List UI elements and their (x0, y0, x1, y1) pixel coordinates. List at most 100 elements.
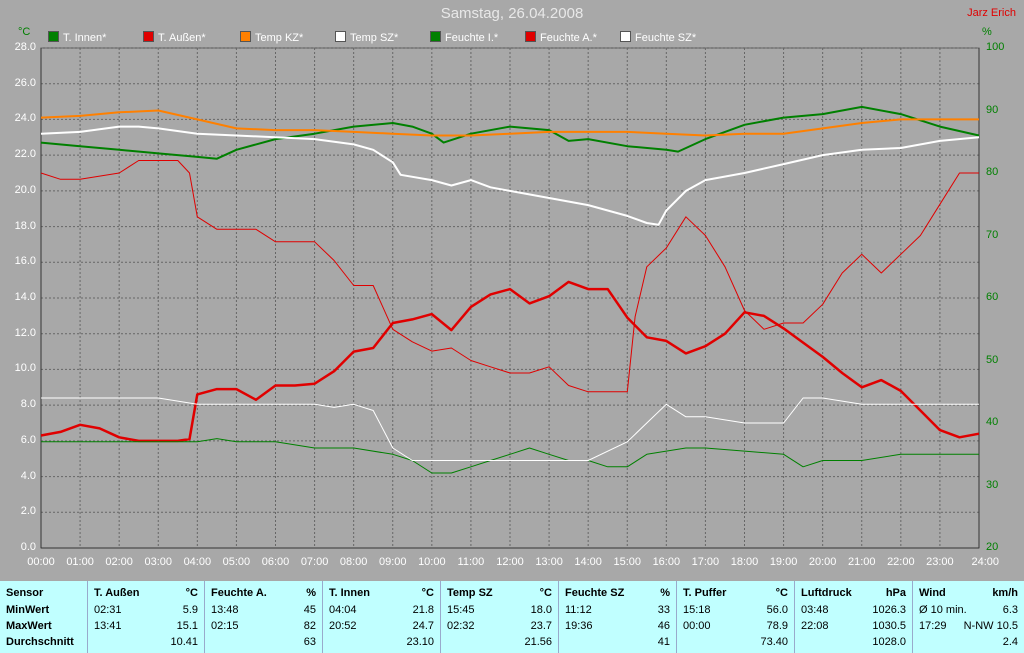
x-tick-label: 05:00 (222, 556, 251, 568)
y-tick-label: 2.0 (20, 505, 36, 518)
stats-cell-time: 11:12 (565, 604, 592, 616)
y-tick-label: 28.0 (14, 41, 36, 53)
stats-cell-row: 03:48 1026.3 (801, 604, 906, 616)
stats-cell-value: N-NW 10.5 (963, 620, 1018, 632)
legend-swatch (525, 31, 536, 42)
stats-cell-time: 15:45 (447, 604, 475, 616)
stats-cell-value: 15.1 (176, 620, 198, 632)
stats-cell-row: 02:32 23.7 (447, 620, 552, 632)
stats-cell-time: 22:08 (801, 620, 829, 632)
stats-cell-value: 45 (303, 604, 316, 616)
stats-column-name: T. Puffer (683, 587, 727, 599)
x-tick-label: 21:00 (847, 556, 876, 568)
x-tick-label: 24:00 (971, 556, 999, 568)
stats-cell-value: 33 (657, 604, 670, 616)
stats-cell-row: 20:52 24.7 (329, 620, 434, 632)
stats-column: Wind km/h Ø 10 min. 6.3 17:29 N-NW 10.5 2.4 (913, 581, 1024, 653)
stats-cell-time: 17:29 (919, 620, 947, 632)
x-tick-label: 03:00 (144, 556, 173, 568)
stats-column-name: T. Außen (94, 587, 140, 599)
stats-cell-value: 21.8 (412, 604, 434, 616)
legend-label: Temp SZ* (350, 32, 399, 44)
stats-cell-value: 63 (303, 636, 316, 648)
legend-swatch (430, 31, 441, 42)
y-tick-label: 26.0 (14, 76, 36, 89)
stats-column-name: Feuchte SZ (565, 587, 625, 599)
series-line-3 (40, 109, 979, 137)
stats-cell-value: 56.0 (766, 604, 788, 616)
stats-cell-row: 21.56 (447, 636, 552, 648)
x-tick-label: 17:00 (691, 556, 720, 568)
stats-cell-value: 10.41 (170, 636, 198, 648)
legend-item-t-innen: T. Innen* (48, 31, 106, 44)
stats-column-unit: % (306, 587, 316, 599)
y-tick-label: 16.0 (14, 255, 36, 268)
stats-column-name: Wind (919, 587, 946, 599)
stats-cell-value: 1028.0 (872, 636, 906, 648)
x-tick-label: 09:00 (378, 556, 407, 568)
stats-cell-time: 04:04 (329, 604, 357, 616)
stats-cell-value: 2.4 (1002, 636, 1018, 648)
stats-column-header: Wind km/h (919, 587, 1018, 599)
stats-cell-row: 22:08 1030.5 (801, 620, 906, 632)
stats-column-unit: km/h (992, 587, 1018, 599)
legend-item-feuchte-i: Feuchte I.* (430, 31, 498, 44)
stats-column-header: T. Puffer °C (683, 587, 788, 599)
stats-cell-time: 19:36 (565, 620, 593, 632)
y-tick-label: 0.0 (20, 541, 36, 553)
legend-swatch (620, 31, 631, 42)
stats-cell-row: 02:31 5.9 (94, 604, 198, 616)
legend-label: Feuchte A.* (540, 32, 597, 44)
y-tick-label: 14.0 (14, 291, 36, 303)
stats-column-unit: °C (185, 587, 198, 599)
stats-cell-time: Ø 10 min. (919, 604, 967, 616)
x-tick-label: 16:00 (652, 556, 681, 568)
stats-cell-value: 23.10 (406, 636, 434, 648)
y-tick-label: 12.0 (14, 326, 36, 339)
stats-cell-row: 2.4 (919, 636, 1018, 648)
y2-tick-label: 70 (986, 228, 999, 241)
stats-column-header: Temp SZ °C (447, 587, 552, 599)
legend-item-feuchte-sz: Feuchte SZ* (620, 31, 696, 44)
stats-cell-value: 18.0 (530, 604, 552, 616)
y-tick-label: 10.0 (14, 362, 36, 375)
stats-cell-row: 73.40 (683, 636, 788, 648)
stats-cell-row: 15:18 56.0 (683, 604, 788, 616)
y2-tick-label: 30 (986, 478, 999, 491)
row-label-max: MaxWert (6, 620, 52, 632)
y-tick-label: 24.0 (14, 112, 36, 125)
y-tick-label: 8.0 (20, 398, 36, 411)
legend-item-t-aussen: T. Außen* (143, 31, 206, 44)
y2-tick-label: 100 (986, 41, 1005, 53)
legend-label: T. Außen* (158, 32, 206, 44)
x-tick-label: 04:00 (183, 556, 212, 568)
stats-column-name: T. Innen (329, 587, 370, 599)
legend-item-temp-sz: Temp SZ* (335, 31, 398, 44)
series-line-7 (41, 397, 979, 461)
x-tick-label: 07:00 (300, 556, 329, 568)
legend-item-feuchte-a: Feuchte A.* (525, 31, 597, 44)
stats-table: Sensor MinWert MaxWert Durchschnitt T. A… (0, 581, 1024, 653)
stats-cell-value: 1026.3 (872, 604, 906, 616)
stats-column-name: Temp SZ (447, 587, 493, 599)
stats-column-header: Feuchte SZ% (565, 587, 670, 599)
stats-column: Luftdruck hPa 03:48 1026.3 22:08 1030.5 1028.0 (795, 581, 913, 653)
stats-cell-value: 24.7 (412, 620, 434, 632)
stats-column-unit: hPa (885, 587, 906, 599)
stats-cell-time: 02:31 (94, 604, 122, 616)
stats-cell-row: 17:29 N-NW 10.5 (919, 620, 1018, 632)
stats-column-unit: °C (539, 587, 552, 599)
y-tick-label: 6.0 (20, 433, 36, 446)
x-tick-label: 13:00 (535, 556, 563, 568)
stats-cell-row: 19:36 46 (565, 620, 670, 632)
chart-title: Samstag, 26.04.2008 (440, 5, 584, 22)
y2-tick-label: 90 (986, 103, 999, 116)
stats-cell-time: 03:48 (801, 604, 829, 616)
stats-column-header: Feuchte A.% (211, 587, 316, 599)
series-line-5 (41, 438, 979, 474)
stats-label-column: Sensor MinWert MaxWert Durchschnitt (0, 581, 88, 653)
x-tick-label: 12:00 (496, 556, 524, 568)
x-tick-label: 11:00 (457, 556, 485, 568)
stats-cell-value: 82 (303, 620, 316, 632)
x-tick-label: 10:00 (418, 556, 446, 568)
